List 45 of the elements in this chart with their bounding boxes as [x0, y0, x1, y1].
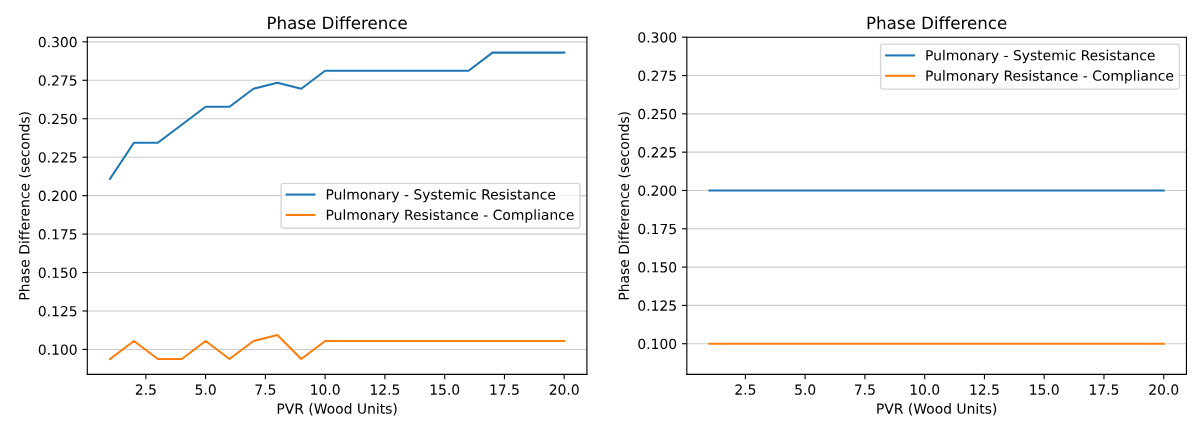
y-tick-label: 0.300 [638, 32, 677, 43]
x-tick-label: 2.5 [735, 384, 756, 395]
x-axis-title: PVR (Wood Units) [877, 403, 997, 416]
chart-title: Phase Difference [867, 16, 1007, 30]
x-tick-label: 5.0 [195, 384, 216, 395]
line-series [108, 51, 566, 180]
y-tick-label: 0.275 [38, 75, 77, 86]
legend-label: Pulmonary Resistance - Compliance [926, 70, 1174, 84]
x-tick-label: 20.0 [549, 384, 579, 395]
y-tick-label: 0.250 [38, 113, 77, 125]
x-tick-label: 12.5 [970, 384, 999, 395]
y-tick-label: 0.175 [638, 223, 676, 235]
y-tick-label: 0.150 [38, 267, 77, 279]
x-tick-label: 17.5 [1090, 384, 1119, 395]
y-tick-label: 0.125 [638, 300, 676, 311]
legend-label: Pulmonary - Systemic Resistance [926, 49, 1155, 64]
x-tick-label: 2.5 [135, 384, 156, 395]
y-tick-label: 0.100 [38, 344, 77, 355]
x-tick-label: 7.5 [255, 384, 276, 395]
y-tick-label: 0.125 [38, 305, 77, 317]
y-tick-label: 0.100 [638, 338, 677, 350]
y-tick-label: 0.250 [638, 108, 677, 120]
y-tick-label: 0.225 [38, 152, 77, 163]
x-tick-label: 15.0 [1030, 384, 1059, 395]
x-tick-label: 17.5 [490, 384, 519, 395]
y-tick-label: 0.225 [638, 147, 676, 158]
x-tick-label: 20.0 [1149, 384, 1179, 395]
y-axis-title: Phase Difference (seconds) [618, 112, 631, 300]
y-axis-title: Phase Difference (seconds) [18, 112, 32, 300]
y-tick-label: 0.200 [38, 190, 77, 202]
y-tick-label: 0.275 [638, 70, 676, 82]
x-tick-label: 10.0 [910, 384, 940, 395]
y-tick-label: 0.200 [638, 185, 677, 196]
legend-label: Pulmonary Resistance - Compliance [326, 209, 574, 223]
x-tick-label: 15.0 [430, 384, 460, 395]
y-tick-label: 0.150 [638, 262, 677, 273]
x-tick-label: 12.5 [370, 384, 400, 395]
x-axis-title: PVR (Wood Units) [277, 403, 397, 416]
x-tick-label: 10.0 [311, 384, 340, 395]
y-tick-label: 0.300 [38, 36, 77, 48]
x-tick-label: 5.0 [795, 384, 816, 395]
x-tick-label: 7.5 [855, 384, 875, 395]
chart-title: Phase Difference [268, 16, 407, 30]
y-tick-label: 0.175 [38, 229, 77, 240]
legend-label: Pulmonary - Systemic Resistance [326, 188, 556, 203]
